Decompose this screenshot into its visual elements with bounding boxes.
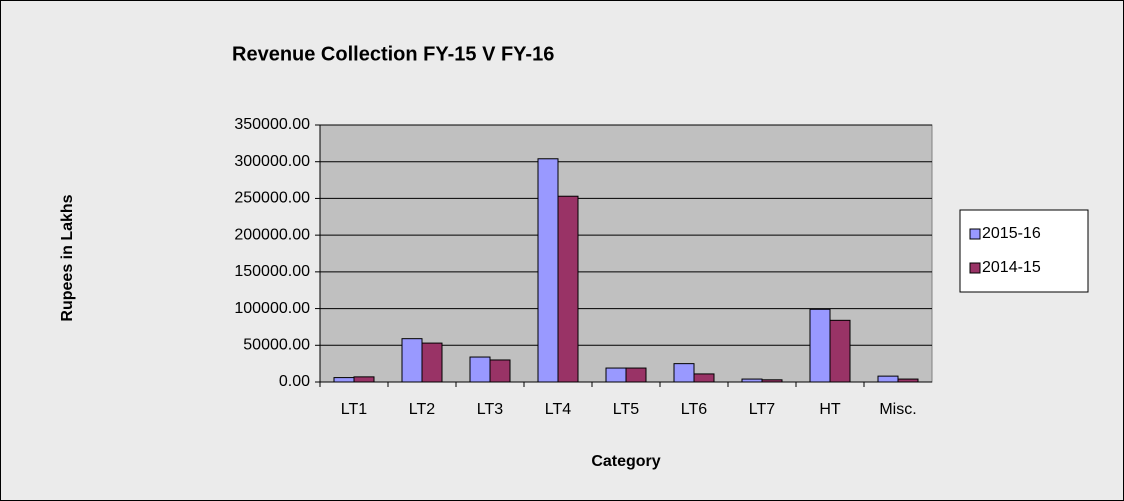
x-tick-label: Misc. xyxy=(879,401,916,418)
y-tick-label: 200000.00 xyxy=(234,226,310,243)
x-axis-title: Category xyxy=(591,453,660,470)
x-tick-label: LT3 xyxy=(477,401,503,418)
chart-title: Revenue Collection FY-15 V FY-16 xyxy=(232,43,554,65)
legend-box xyxy=(959,209,1089,293)
legend-swatch xyxy=(969,262,981,274)
bar xyxy=(353,376,375,383)
x-tick-label: LT7 xyxy=(749,401,775,418)
legend-label: 2014-15 xyxy=(982,259,1041,276)
legend-label: 2015-16 xyxy=(982,225,1041,242)
x-tick-label: LT5 xyxy=(613,401,639,418)
y-tick-label: 50000.00 xyxy=(243,337,310,354)
x-tick-label: LT1 xyxy=(341,401,367,418)
bar xyxy=(829,319,851,383)
x-tick-label: LT6 xyxy=(681,401,707,418)
bar xyxy=(625,367,647,383)
x-tick-label: HT xyxy=(819,401,841,418)
bar xyxy=(469,356,491,383)
y-tick-label: 250000.00 xyxy=(234,190,310,207)
bar xyxy=(489,359,511,383)
y-tick-label: 350000.00 xyxy=(234,116,310,133)
y-tick-label: 0.00 xyxy=(279,373,310,390)
bar xyxy=(421,342,443,383)
bar xyxy=(673,363,695,383)
y-tick-label: 150000.00 xyxy=(234,263,310,280)
x-tick-label: LT2 xyxy=(409,401,435,418)
bar xyxy=(605,367,627,383)
legend-swatch xyxy=(969,228,981,240)
y-axis-title: Rupees in Lakhs xyxy=(59,194,76,321)
bar xyxy=(401,338,423,383)
bar xyxy=(809,308,831,383)
bar xyxy=(557,195,579,383)
x-tick-label: LT4 xyxy=(545,401,571,418)
y-tick-label: 100000.00 xyxy=(234,300,310,317)
bar xyxy=(537,158,559,383)
y-tick-label: 300000.00 xyxy=(234,153,310,170)
bar xyxy=(333,377,355,383)
bar xyxy=(877,375,899,383)
bar xyxy=(693,373,715,383)
